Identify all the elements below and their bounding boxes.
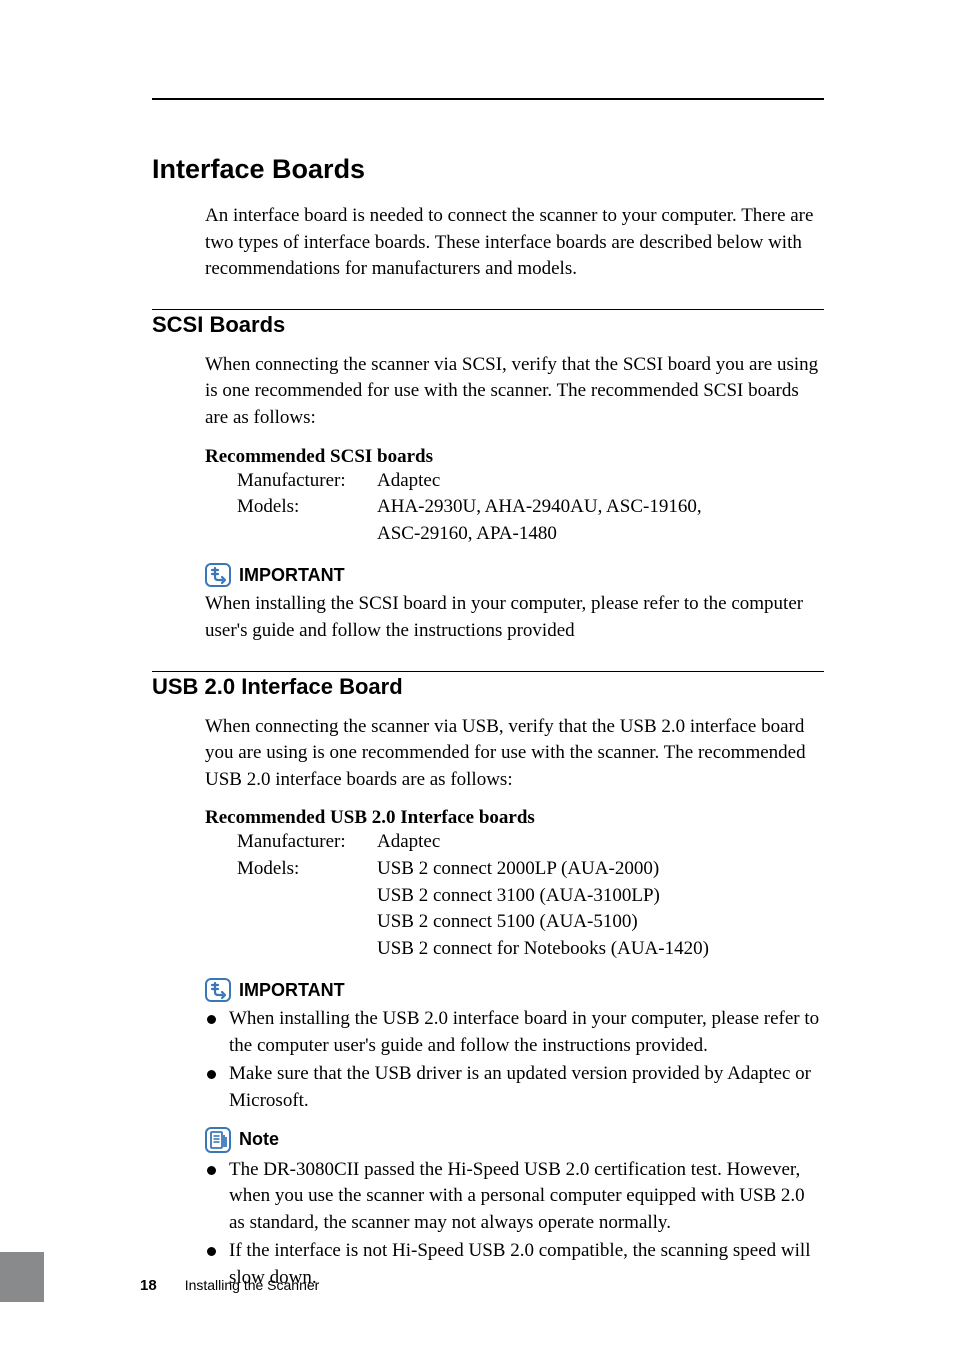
- scsi-models-value-2: ASC-29160, APA-1480: [377, 521, 557, 548]
- side-tab: [0, 1252, 44, 1302]
- page-number: 18: [140, 1277, 157, 1294]
- note-bullet-1: The DR-3080CII passed the Hi-Speed USB 2…: [205, 1157, 824, 1237]
- scsi-rec-title: Recommended SCSI boards: [205, 446, 824, 468]
- important-icon: [205, 978, 231, 1002]
- spacer: [237, 883, 377, 910]
- spacer: [237, 521, 377, 548]
- scsi-important-text: When installing the SCSI board in your c…: [205, 591, 824, 644]
- usb-models-value-4: USB 2 connect for Notebooks (AUA-1420): [377, 936, 709, 963]
- usb-manufacturer-value: Adaptec: [377, 829, 440, 856]
- scsi-heading: SCSI Boards: [152, 312, 824, 338]
- scsi-important-label: IMPORTANT: [239, 565, 345, 586]
- top-rule: [152, 98, 824, 100]
- spacer: [237, 909, 377, 936]
- intro-paragraph: An interface board is needed to connect …: [205, 203, 824, 283]
- usb-models-value-1: USB 2 connect 2000LP (AUA-2000): [377, 856, 659, 883]
- usb-models-label: Models:: [237, 856, 377, 883]
- important-icon: [205, 563, 231, 587]
- scsi-manufacturer-value: Adaptec: [377, 468, 440, 495]
- usb-manufacturer-label: Manufacturer:: [237, 829, 377, 856]
- usb-important-label: IMPORTANT: [239, 980, 345, 1001]
- page-title: Interface Boards: [152, 154, 824, 185]
- spacer: [237, 936, 377, 963]
- usb-rec-title: Recommended USB 2.0 Interface boards: [205, 807, 824, 829]
- usb-models-value-3: USB 2 connect 5100 (AUA-5100): [377, 909, 638, 936]
- section-rule: [152, 309, 824, 310]
- note-label: Note: [239, 1129, 279, 1150]
- scsi-models-value-1: AHA-2930U, AHA-2940AU, ASC-19160,: [377, 494, 702, 521]
- section-rule: [152, 671, 824, 672]
- note-icon: [205, 1127, 231, 1153]
- usb-paragraph: When connecting the scanner via USB, ver…: [205, 714, 824, 794]
- usb-heading: USB 2.0 Interface Board: [152, 674, 824, 700]
- page-footer: 18 Installing the Scanner: [140, 1277, 319, 1294]
- usb-models-value-2: USB 2 connect 3100 (AUA-3100LP): [377, 883, 660, 910]
- scsi-paragraph: When connecting the scanner via SCSI, ve…: [205, 352, 824, 432]
- usb-important-bullet-2: Make sure that the USB driver is an upda…: [205, 1061, 824, 1114]
- scsi-manufacturer-label: Manufacturer:: [237, 468, 377, 495]
- scsi-models-label: Models:: [237, 494, 377, 521]
- usb-important-bullet-1: When installing the USB 2.0 interface bo…: [205, 1006, 824, 1059]
- footer-section-name: Installing the Scanner: [185, 1277, 320, 1293]
